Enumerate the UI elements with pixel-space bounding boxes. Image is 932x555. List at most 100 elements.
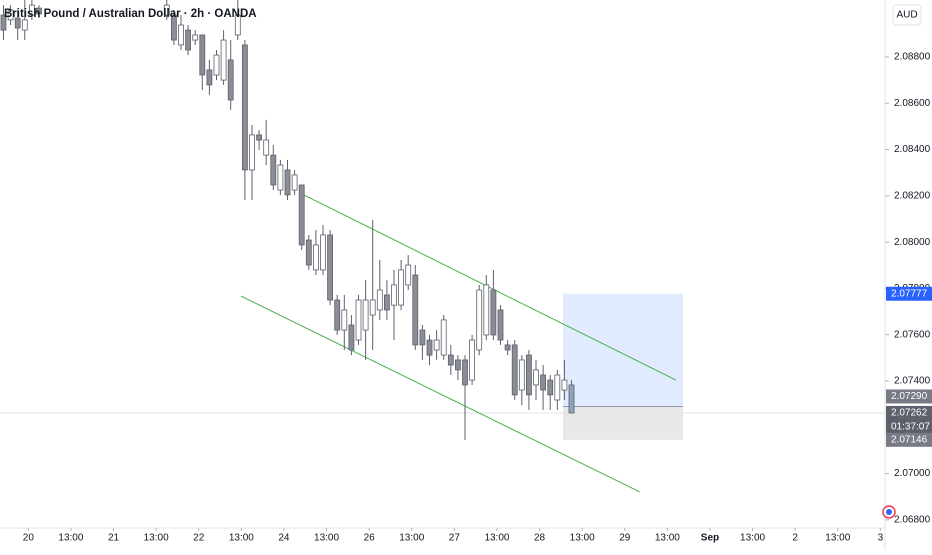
currency[interactable]: AUD <box>896 10 917 21</box>
candle-body <box>398 269 405 306</box>
candle-body <box>462 359 468 386</box>
candle-body <box>270 154 277 186</box>
logo <box>882 505 896 519</box>
candle-body <box>440 319 447 356</box>
candle-body <box>28 4 35 16</box>
x-tick-label: 13:00 <box>825 533 850 544</box>
candle-body <box>511 344 518 396</box>
candle-body <box>426 339 433 356</box>
x-tick-label: 21 <box>108 533 120 544</box>
candle-body <box>469 339 476 381</box>
target-zone <box>562 293 683 407</box>
x-tick-label: 13:00 <box>399 533 424 544</box>
price-label-box <box>886 389 932 404</box>
candle-body <box>334 299 341 331</box>
candle-body <box>533 369 539 386</box>
candle-body <box>419 329 426 346</box>
candle-body <box>504 344 511 351</box>
candle-body <box>7 9 14 21</box>
x-tick-label: 13:00 <box>484 533 509 544</box>
x-tick-label: 13:00 <box>570 533 595 544</box>
candle-body <box>518 359 525 391</box>
candle-body <box>192 34 199 41</box>
candle-body <box>249 134 255 171</box>
candle-body <box>163 4 170 16</box>
candle-body <box>14 17 21 29</box>
y-tick-label: 2.08400 <box>894 144 931 155</box>
x-tick-label: 13:00 <box>229 533 254 544</box>
candle-body <box>234 14 241 36</box>
candle-body <box>277 164 284 191</box>
candle-body <box>497 309 504 341</box>
candle-body <box>256 134 262 141</box>
price-label-box <box>886 405 932 434</box>
candle-body <box>561 379 568 391</box>
price-label-box <box>886 286 932 301</box>
plot-area <box>0 0 885 493</box>
x-tick-label: 13:00 <box>314 533 339 544</box>
candle-body <box>540 374 547 391</box>
candle-body <box>455 359 461 371</box>
trend-line <box>240 295 640 493</box>
candle-body <box>291 174 298 191</box>
y-tick-label: 2.07000 <box>894 468 931 479</box>
candle-body <box>312 244 319 271</box>
candle-body <box>305 239 312 266</box>
x-tick-label: 22 <box>193 533 205 544</box>
candle-body <box>376 289 383 311</box>
candle-body <box>213 54 220 76</box>
y-tick-label: 2.07600 <box>894 329 931 340</box>
candle-body <box>320 234 326 271</box>
chart-title: British Pound / Australian Dollar · 2h ·… <box>4 8 257 20</box>
candle-body <box>483 284 490 336</box>
candle-body <box>412 274 419 346</box>
candle-body <box>341 309 348 331</box>
candle-body <box>476 289 483 351</box>
candle-body <box>384 294 390 311</box>
candle-body <box>327 234 333 301</box>
candle-body <box>568 384 575 414</box>
candle-body <box>170 14 177 41</box>
candle-body <box>263 139 270 156</box>
trend-line <box>303 194 677 381</box>
candle-body <box>284 169 291 196</box>
candle-body <box>185 29 191 51</box>
x-tick-label: 3 <box>878 533 884 544</box>
candle-body <box>227 59 234 101</box>
price-label-box <box>886 432 932 447</box>
y-tick-label: 2.08800 <box>894 52 931 63</box>
candle-body <box>526 354 532 396</box>
candle-body <box>362 299 369 331</box>
candle-body <box>348 324 355 351</box>
candle-body <box>36 7 42 15</box>
candle-body <box>490 289 497 336</box>
candle-body <box>21 19 28 31</box>
candle-body <box>554 374 561 401</box>
candle-body <box>433 339 440 351</box>
price-label: 2.07290 <box>891 391 928 402</box>
y-tick-label: 2.08000 <box>894 237 931 248</box>
candle-body <box>355 299 362 341</box>
x-tick-label: 13:00 <box>144 533 169 544</box>
candle-body <box>199 34 206 76</box>
x-tick-label: 27 <box>449 533 461 544</box>
price-label: 2.07146 <box>891 434 928 445</box>
candle-body <box>220 39 227 81</box>
price-label: 2.07777 <box>891 288 928 299</box>
y-tick-label: 2.08200 <box>894 190 931 201</box>
candle-body <box>405 264 412 286</box>
x-tick-label: 26 <box>364 533 376 544</box>
candle-body <box>0 14 7 31</box>
candle-body <box>241 44 248 171</box>
y-tick-label: 2.08600 <box>894 98 931 109</box>
candle-body <box>178 24 184 46</box>
x-tick-label: 20 <box>23 533 35 544</box>
x-tick-label: 13:00 <box>740 533 765 544</box>
candle-body <box>547 379 554 396</box>
x-tick-label: 24 <box>278 533 290 544</box>
price-label: 2.07262 <box>891 408 928 419</box>
currency-box[interactable] <box>892 4 922 26</box>
x-tick-label: Sep <box>701 533 719 544</box>
x-tick-label: 28 <box>534 533 546 544</box>
